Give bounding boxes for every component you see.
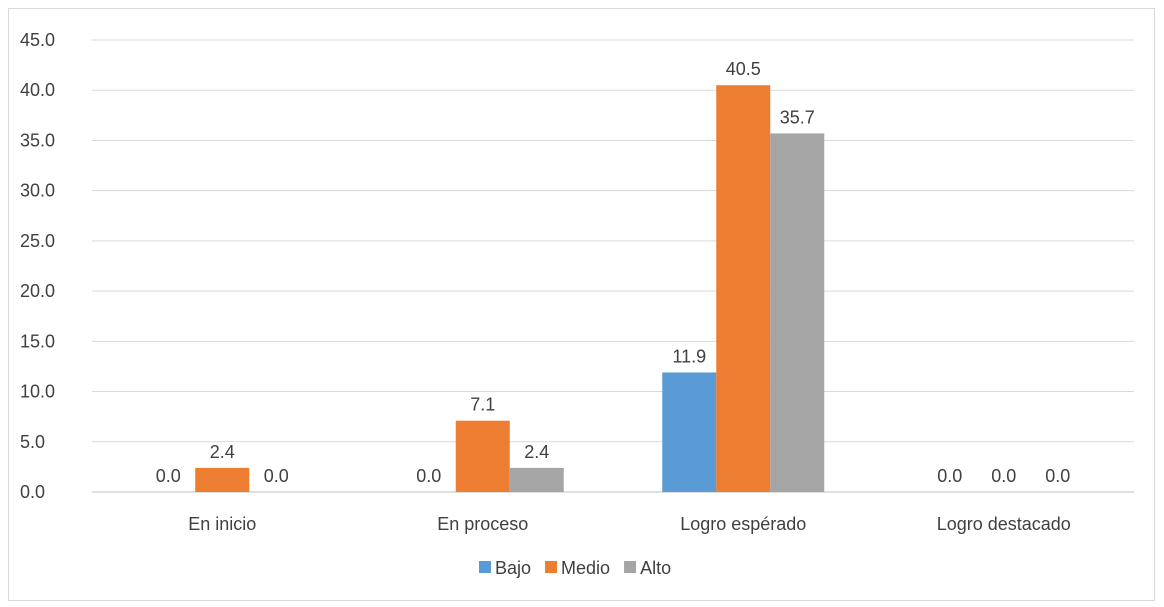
- bar-alto-3: [770, 133, 825, 492]
- bar-medio-3: [716, 85, 771, 492]
- x-tick-label: En proceso: [437, 514, 528, 534]
- legend: Bajo Medio Alto: [479, 558, 671, 578]
- y-tick-label: 30.0: [20, 181, 55, 201]
- data-label: 0.0: [1045, 466, 1070, 486]
- data-label: 0.0: [264, 466, 289, 486]
- x-tick-label: Logro destacado: [937, 514, 1071, 534]
- data-label: 2.4: [210, 442, 235, 462]
- y-tick-label: 5.0: [20, 432, 45, 452]
- legend-swatch-alto: [624, 561, 637, 573]
- bars: [195, 85, 825, 492]
- bar-alto-2: [509, 467, 564, 492]
- x-tick-label: En inicio: [188, 514, 256, 534]
- chart-frame: [8, 8, 1155, 601]
- x-tick-label: Logro espérado: [680, 514, 806, 534]
- y-tick-label: 0.0: [20, 482, 45, 502]
- data-label: 0.0: [416, 466, 441, 486]
- bar-medio-2: [455, 420, 510, 492]
- y-tick-label: 40.0: [20, 80, 55, 100]
- y-tick-label: 15.0: [20, 331, 55, 351]
- legend-label-medio: Medio: [561, 558, 610, 578]
- bar-bajo-3: [662, 372, 717, 492]
- data-label: 7.1: [470, 395, 495, 415]
- data-label: 0.0: [156, 466, 181, 486]
- y-tick-label: 45.0: [20, 30, 55, 50]
- data-label: 40.5: [726, 59, 761, 79]
- y-tick-label: 35.0: [20, 130, 55, 150]
- x-axis-tick-labels: En inicio En proceso Logro espérado Logro d…: [188, 514, 1071, 534]
- legend-swatch-bajo: [479, 561, 491, 573]
- legend-label-bajo: Bajo: [495, 558, 531, 578]
- legend-swatch-medio: [545, 561, 558, 573]
- data-label: 0.0: [937, 466, 962, 486]
- data-labels: 0.0 2.4 0.0 0.0 7.1 2.4 11.9 40.5 35.7 0.0 0.0 0.0: [156, 59, 1071, 486]
- y-tick-label: 10.0: [20, 382, 55, 402]
- gridlines: [92, 39, 1134, 493]
- data-label: 0.0: [991, 466, 1016, 486]
- data-label: 11.9: [672, 346, 706, 366]
- y-axis-tick-labels: 0.0 5.0 10.0 15.0 20.0 25.0 30.0 35.0 40.0 45.0: [20, 30, 55, 502]
- legend-label-alto: Alto: [640, 558, 671, 578]
- data-label: 2.4: [524, 442, 549, 462]
- y-tick-label: 25.0: [20, 231, 55, 251]
- bar-medio-1: [195, 467, 250, 492]
- y-tick-label: 20.0: [20, 281, 55, 301]
- data-label: 35.7: [780, 107, 815, 127]
